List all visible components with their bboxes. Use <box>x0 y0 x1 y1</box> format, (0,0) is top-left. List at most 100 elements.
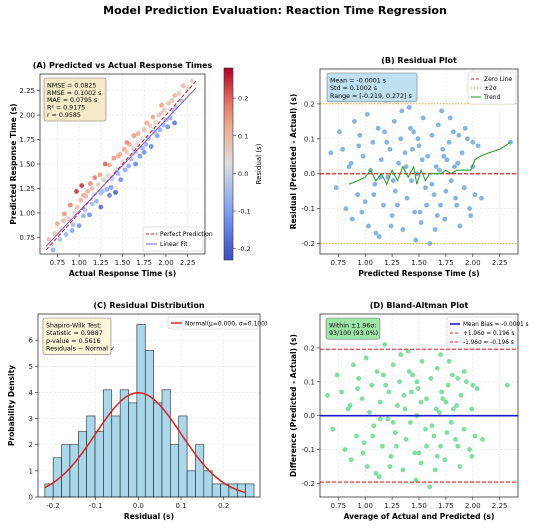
data-point <box>154 133 160 139</box>
data-point <box>144 120 150 126</box>
bland-altman-point <box>444 430 450 436</box>
bland-altman-point <box>461 369 467 375</box>
residual-point <box>381 202 386 208</box>
bland-altman-point <box>371 423 377 429</box>
histogram-bar <box>195 444 205 498</box>
data-point <box>166 100 171 106</box>
data-point <box>147 123 153 129</box>
x-tick-label: 0.2 <box>218 502 229 510</box>
stats-line: r = 0.9585 <box>47 112 81 119</box>
bland-altman-point <box>387 464 393 469</box>
x-tick-label: 1.25 <box>384 502 400 510</box>
residual-point <box>376 234 382 239</box>
bland-altman-point <box>377 399 383 405</box>
data-point <box>189 78 195 84</box>
y-tick-label: 0.75 <box>19 234 35 242</box>
bland-altman-point <box>472 433 478 439</box>
residual-point <box>328 150 334 156</box>
data-point <box>104 187 110 192</box>
bland-altman-point <box>339 389 344 395</box>
residual-point <box>373 230 379 236</box>
plot-border <box>37 313 261 498</box>
bland-altman-point <box>431 433 437 439</box>
stats-line: p-value = 0.5616 <box>46 338 101 345</box>
data-point <box>130 145 136 151</box>
data-point <box>66 216 72 222</box>
histogram-bar <box>103 389 113 498</box>
histogram-bar <box>178 415 188 498</box>
histogram-bar <box>69 444 79 498</box>
linear-fit-line <box>45 87 197 247</box>
data-point <box>89 186 95 191</box>
data-point <box>95 182 101 187</box>
residual-point <box>434 213 440 219</box>
bland-altman-point <box>467 447 472 452</box>
bland-altman-point <box>405 348 411 354</box>
residual-point <box>349 216 355 222</box>
residual-point <box>459 150 465 156</box>
data-point <box>115 171 121 177</box>
legend-box <box>467 71 517 105</box>
y-tick-label: -0.2 <box>301 240 315 248</box>
bland-altman-point <box>427 484 433 490</box>
bland-altman-point <box>388 453 394 459</box>
legend-box <box>167 316 259 330</box>
bland-altman-point <box>383 382 389 388</box>
bland-altman-point <box>443 399 449 405</box>
data-point <box>57 236 63 242</box>
bland-altman-point <box>364 464 370 469</box>
stats-line: Range = [-0.219, 0.272] s <box>330 93 412 100</box>
x-tick-label: -0.1 <box>89 502 103 510</box>
residual-point <box>410 146 415 152</box>
colorbar-tick-label: -0.1 <box>238 208 251 216</box>
bland-altman-point <box>446 359 452 364</box>
bland-altman-point <box>395 403 400 408</box>
x-axis-label: Residual (s) <box>124 512 174 521</box>
data-point <box>76 223 82 229</box>
data-point <box>176 91 182 96</box>
data-point <box>141 127 147 133</box>
stats-line: Std = 0.1002 s <box>330 85 377 92</box>
x-tick-label: 1.00 <box>357 259 373 267</box>
residual-point <box>348 160 354 166</box>
histogram-bar <box>86 415 96 498</box>
data-point <box>157 127 163 133</box>
bland-altman-point <box>381 372 386 378</box>
bland-altman-point <box>401 392 407 398</box>
data-point <box>108 185 114 190</box>
bland-altman-point <box>409 389 414 395</box>
y-tick-label: 0.0 <box>304 170 315 178</box>
x-tick-label: 1.25 <box>384 259 400 267</box>
residual-point <box>419 157 425 163</box>
residual-point <box>439 108 444 114</box>
bland-altman-point <box>386 389 392 395</box>
data-point <box>173 104 179 110</box>
plot-border <box>39 73 206 255</box>
data-point <box>140 145 145 151</box>
residual-point <box>427 241 433 246</box>
bland-altman-point <box>382 342 387 347</box>
histogram-bar <box>144 350 154 498</box>
x-tick-label: 2.25 <box>492 259 508 267</box>
data-point <box>74 188 79 194</box>
residual-point <box>391 118 397 124</box>
bland-altman-point <box>390 420 396 425</box>
x-tick-label: 1.50 <box>115 259 131 267</box>
normal-curve <box>44 391 246 494</box>
data-point <box>59 226 65 231</box>
data-point <box>126 163 131 169</box>
y-tick-label: 1 <box>29 467 33 475</box>
residual-point <box>403 164 409 170</box>
histogram-bar <box>203 470 213 498</box>
data-point <box>161 107 167 113</box>
data-point <box>61 218 66 224</box>
bland-altman-point <box>455 375 461 381</box>
residual-point <box>375 125 381 131</box>
legend-label-perfect: Perfect Prediction <box>160 231 213 238</box>
x-tick-label: 1.25 <box>93 259 109 267</box>
histogram-bar <box>136 324 146 498</box>
x-tick-label: 2.25 <box>492 502 508 510</box>
bland-altman-point <box>428 375 434 381</box>
residual-point <box>440 146 446 152</box>
data-point <box>54 221 60 227</box>
